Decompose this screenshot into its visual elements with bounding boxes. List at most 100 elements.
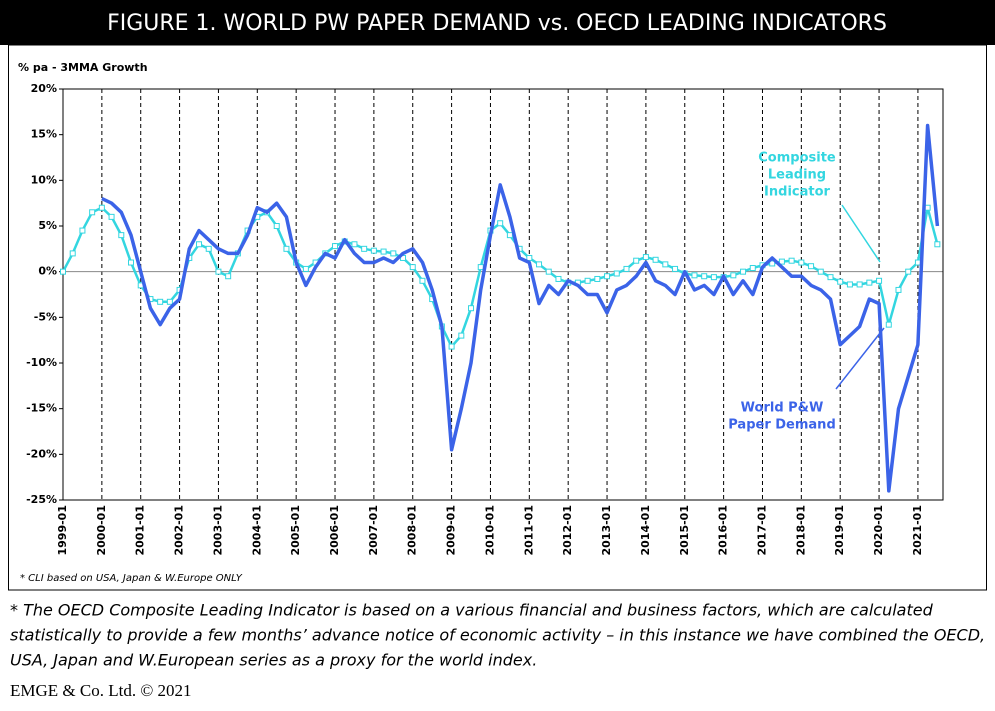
y-tick-label: -20% (26, 447, 57, 460)
x-tick-label: 2016-01 (717, 505, 730, 556)
series-marker (594, 275, 601, 282)
y-tick-label: -15% (26, 402, 57, 415)
x-tick-label: 2021-01 (911, 505, 924, 556)
x-tick-label: 2003-01 (211, 505, 224, 556)
series-marker (370, 247, 377, 254)
series-marker (526, 254, 533, 261)
x-tick-label: 2007-01 (367, 505, 380, 556)
x-tick-label: 2020-01 (872, 505, 885, 556)
note-line: * The OECD Composite Leading Indicator i… (10, 601, 934, 620)
header-bar (0, 0, 995, 45)
series-marker (584, 277, 591, 284)
series-marker (409, 264, 416, 271)
plot-frame (62, 88, 944, 501)
series-marker (798, 259, 805, 266)
series-marker (778, 258, 785, 265)
series-marker (652, 256, 659, 263)
series-marker (273, 223, 280, 229)
series-marker (633, 257, 640, 264)
series-marker (79, 227, 86, 234)
series-marker (623, 265, 630, 272)
series-marker (332, 243, 339, 250)
chart-frame (8, 44, 987, 591)
x-tick-label: 2001-01 (134, 505, 147, 556)
y-tick-label: 10% (31, 173, 57, 186)
x-tick-label: 2004-01 (250, 505, 263, 556)
series-marker (351, 241, 358, 248)
x-tick-label: 1999-01 (56, 505, 69, 556)
series-marker (876, 277, 883, 284)
x-tick-label: 2000-01 (95, 505, 108, 556)
series-marker (361, 245, 368, 252)
y-tick-label: -5% (34, 310, 57, 323)
annotation: Indicator (764, 185, 830, 200)
series-marker (905, 268, 912, 275)
series-marker (934, 241, 941, 248)
series-line (61, 206, 939, 348)
x-tick-label: 2012-01 (561, 505, 574, 556)
series-marker (672, 265, 679, 272)
x-tick-label: 2005-01 (289, 505, 302, 556)
series-marker (895, 286, 902, 293)
series-marker (458, 332, 465, 339)
x-tick-label: 2002-01 (173, 505, 186, 556)
x-tick-label: 2010-01 (483, 505, 496, 556)
series-marker (497, 220, 504, 227)
series-line (101, 123, 940, 493)
series-marker (283, 245, 290, 252)
series-marker (468, 305, 475, 312)
x-tick-label: 2018-01 (794, 505, 807, 556)
series-marker (448, 343, 455, 350)
series-marker (477, 264, 484, 271)
series-marker (856, 281, 863, 288)
series-marker (769, 260, 776, 267)
series-marker (166, 298, 173, 305)
y-axis-label: % pa - 3MMA Growth (18, 61, 148, 74)
series-marker (924, 204, 931, 211)
series-marker (419, 277, 426, 284)
series-marker (60, 268, 66, 275)
footnote: * CLI based on USA, Japan & W.Europe ONL… (20, 573, 243, 584)
series-marker (545, 268, 552, 275)
series-marker (157, 298, 164, 305)
copyright: EMGE & Co. Ltd. © 2021 (10, 681, 192, 700)
y-tick-label: 0% (38, 265, 57, 278)
series-marker (788, 257, 795, 264)
note-line: USA, Japan and W.European series as a pr… (10, 651, 537, 670)
series-marker (506, 232, 513, 239)
x-tick-label: 2013-01 (600, 505, 613, 556)
series-marker (740, 268, 747, 275)
annotation-arrow (841, 204, 881, 263)
chart-title: FIGURE 1. WORLD PW PAPER DEMAND vs. OECD… (107, 11, 887, 36)
series-marker (390, 250, 397, 257)
note-line: statistically to provide a few months’ a… (10, 626, 985, 645)
series-marker (69, 250, 76, 257)
series-marker (205, 245, 212, 252)
series-marker (118, 232, 125, 239)
x-tick-label: 2015-01 (678, 505, 691, 556)
series-marker (98, 204, 105, 211)
annotation: Paper Demand (728, 418, 836, 433)
series-marker (662, 261, 669, 268)
series-marker (128, 259, 135, 266)
series-marker (302, 265, 309, 272)
annotation-arrow (835, 327, 885, 390)
x-tick-label: 2019-01 (833, 505, 846, 556)
series-marker (613, 270, 620, 277)
series-marker (837, 278, 844, 285)
series-marker (914, 259, 921, 266)
series-marker (196, 241, 203, 248)
series-marker (710, 274, 717, 281)
series-marker (817, 268, 824, 275)
series-marker (808, 263, 815, 270)
series-marker (827, 274, 834, 281)
series-marker (866, 279, 873, 286)
series-marker (691, 272, 698, 279)
x-tick-label: 2009-01 (445, 505, 458, 556)
x-tick-label: 2017-01 (755, 505, 768, 556)
x-tick-label: 2008-01 (406, 505, 419, 556)
series-marker (846, 281, 853, 288)
series-marker (730, 272, 737, 279)
